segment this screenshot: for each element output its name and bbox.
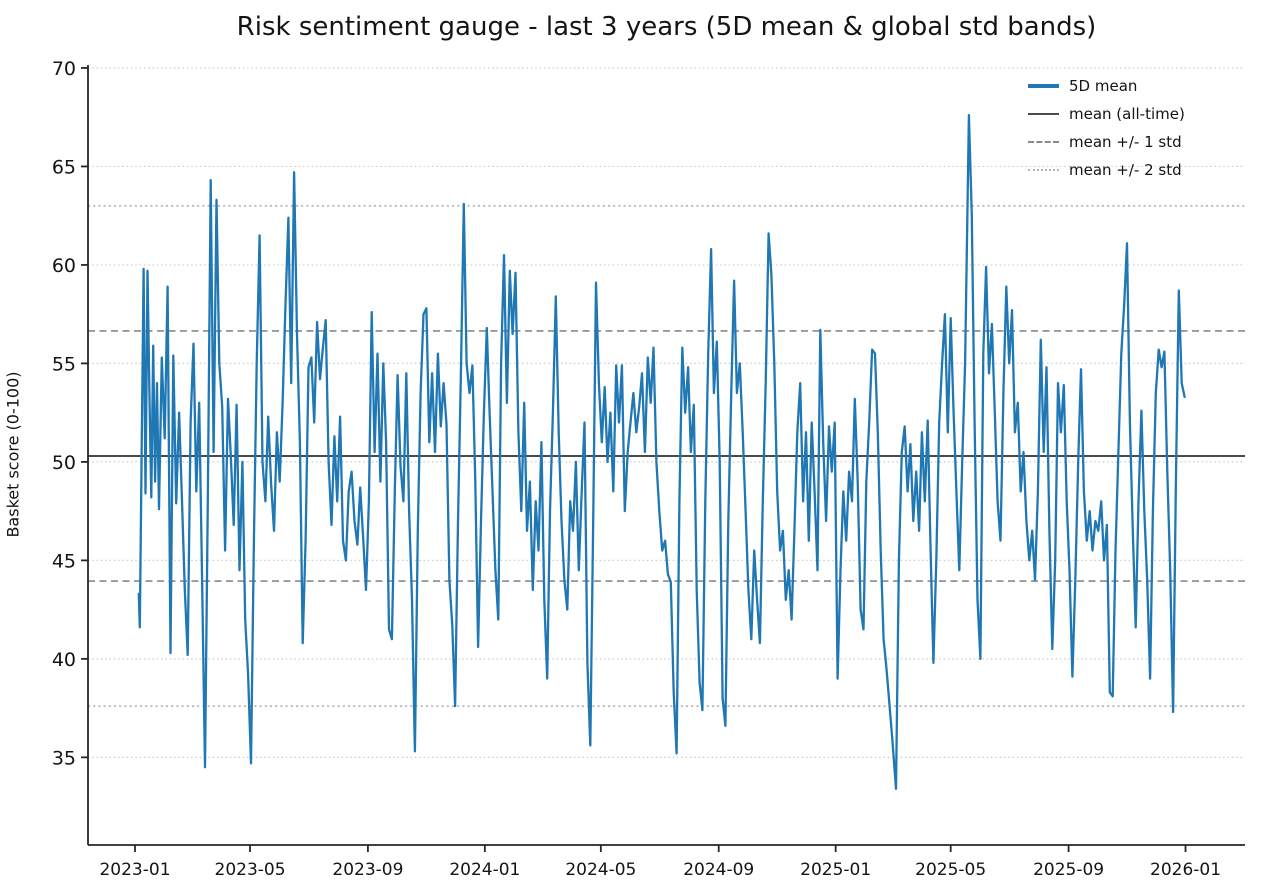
legend-swatch-dotted (1028, 168, 1059, 171)
legend-swatch-solid (1028, 112, 1059, 115)
ytick-label-60: 60 (52, 255, 76, 277)
legend-label: mean (all-time) (1069, 104, 1185, 123)
legend-label: mean +/- 2 std (1069, 160, 1182, 179)
series-5d-mean (137, 114, 1186, 791)
ytick-label-65: 65 (52, 156, 76, 178)
ytick-label-50: 50 (52, 452, 76, 474)
xtick-label-2023-09: 2023-09 (332, 860, 403, 880)
legend-swatch-dashed (1028, 140, 1059, 143)
xtick-label-2025-09: 2025-09 (1033, 860, 1104, 880)
legend: 5D mean mean (all-time) mean +/- 1 std mean… (1028, 76, 1185, 179)
xtick-label-2026-01: 2026-01 (1150, 860, 1221, 880)
xtick-label-2024-09: 2024-09 (683, 860, 754, 880)
legend-item-2: mean +/- 1 std (1028, 132, 1185, 151)
chart-title: Risk sentiment gauge - last 3 years (5D … (236, 12, 1097, 42)
ytick-label-55: 55 (52, 353, 76, 375)
legend-label: mean +/- 1 std (1069, 132, 1182, 151)
legend-item-1: mean (all-time) (1028, 104, 1185, 123)
xtick-label-2024-05: 2024-05 (565, 860, 636, 880)
ytick-label-70: 70 (52, 58, 76, 80)
legend-item-3: mean +/- 2 std (1028, 160, 1185, 179)
xtick-label-2023-01: 2023-01 (99, 860, 170, 880)
xtick-label-2023-05: 2023-05 (215, 860, 286, 880)
legend-item-0: 5D mean (1028, 76, 1185, 95)
legend-swatch-blue-thick (1028, 83, 1059, 88)
legend-label: 5D mean (1069, 76, 1138, 95)
ytick-label-35: 35 (52, 747, 76, 769)
ytick-label-40: 40 (52, 649, 76, 671)
xtick-label-2024-01: 2024-01 (449, 860, 520, 880)
xtick-label-2025-05: 2025-05 (915, 860, 986, 880)
xtick-label-2025-01: 2025-01 (800, 860, 871, 880)
ytick-label-45: 45 (52, 550, 76, 572)
